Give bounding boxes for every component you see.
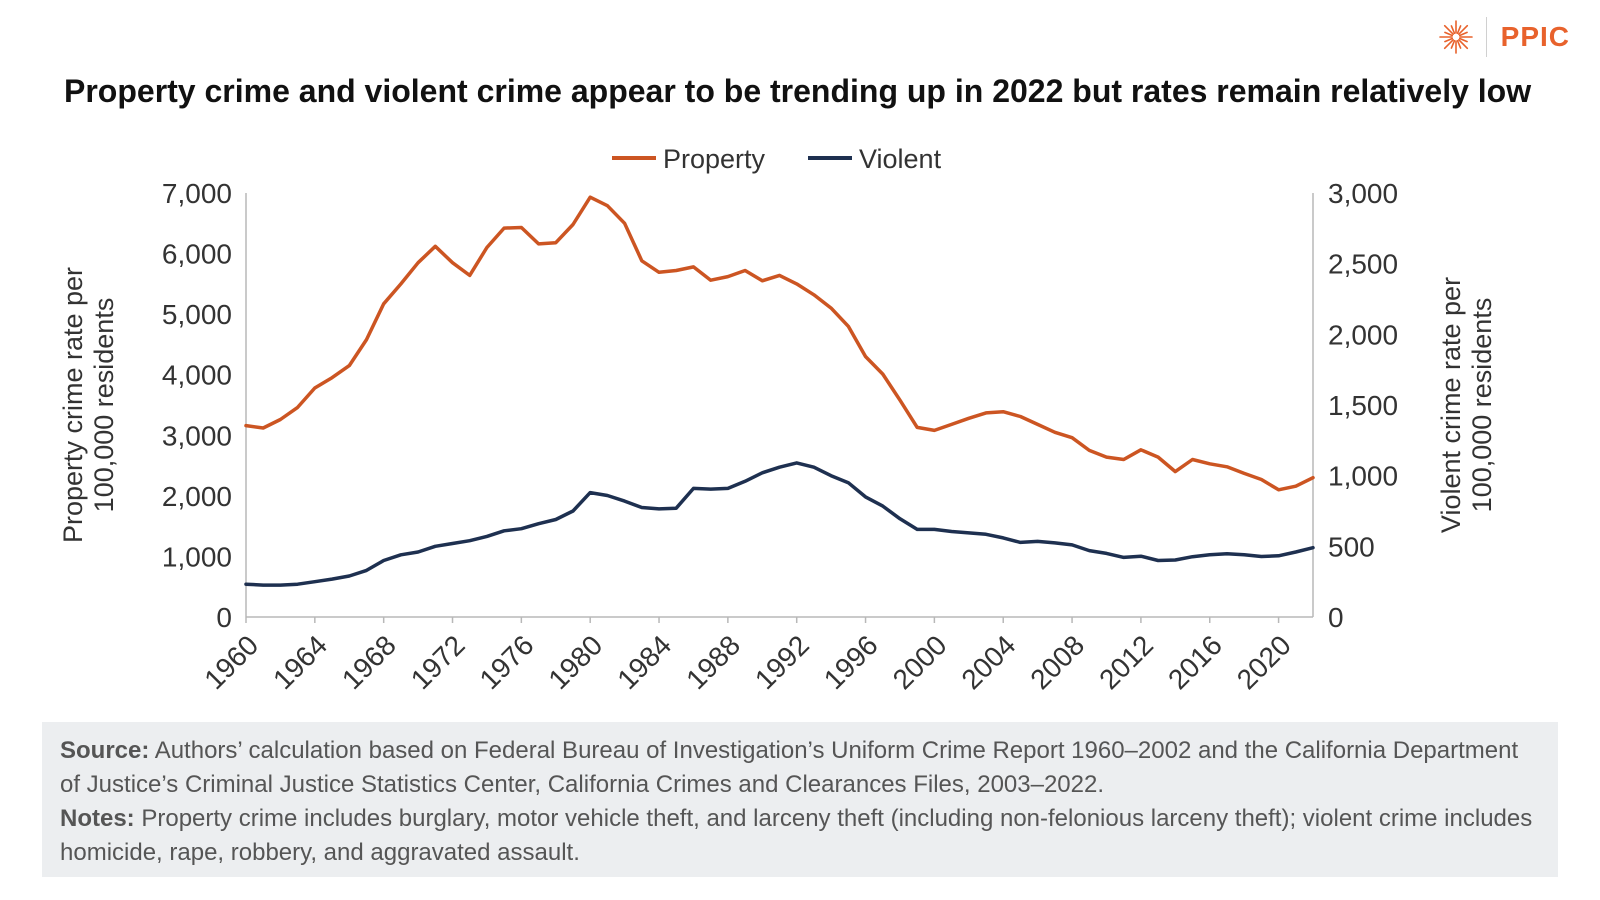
ppic-logo: PPIC xyxy=(1438,14,1570,60)
x-tick-label: 1996 xyxy=(818,629,884,695)
x-tick-label: 2012 xyxy=(1093,629,1159,695)
right-y-axis-title-line2: 100,000 residents xyxy=(1467,298,1497,513)
left-y-tick-label: 0 xyxy=(216,602,232,633)
x-tick-label: 2020 xyxy=(1231,629,1297,695)
chart-title: Property crime and violent crime appear … xyxy=(64,73,1532,109)
series-line-property xyxy=(244,195,1315,492)
x-tick-label: 1980 xyxy=(542,629,608,695)
x-tick-label: 2004 xyxy=(955,629,1021,695)
chart-canvas: Property Violent 0 1,000 2,000 3,000 4,000 5,… xyxy=(58,144,1497,695)
left-y-axis-title-line1: Property crime rate per xyxy=(58,267,88,543)
right-y-tick-label: 0 xyxy=(1328,602,1344,633)
legend: Property Violent xyxy=(612,144,942,174)
x-tick-label: 1960 xyxy=(198,629,264,695)
x-tick-label: 1984 xyxy=(611,629,677,695)
source-label: Source: xyxy=(60,737,150,764)
legend-label-property: Property xyxy=(663,144,766,174)
notes-label: Notes: xyxy=(60,805,135,832)
source-text: Authors’ calculation based on Federal Bu… xyxy=(60,737,1519,798)
x-tick-label: 1972 xyxy=(405,629,471,695)
right-y-axis-title-line1: Violent crime rate per xyxy=(1436,277,1466,533)
legend-label-violent: Violent xyxy=(859,144,942,174)
left-y-tick-label: 5,000 xyxy=(162,299,232,330)
x-tick-label: 1968 xyxy=(336,629,402,695)
left-y-tick-label: 6,000 xyxy=(162,239,232,270)
x-tick-label: 1976 xyxy=(474,629,540,695)
source-line: Source: Authors’ calculation based on Fe… xyxy=(60,734,1540,802)
logo-wordmark: PPIC xyxy=(1500,21,1570,52)
x-tick-label: 2016 xyxy=(1162,629,1228,695)
right-y-tick-label: 2,500 xyxy=(1328,249,1398,280)
right-y-tick-label: 1,500 xyxy=(1328,390,1398,421)
x-tick-label: 2008 xyxy=(1024,629,1090,695)
source-notes-box: Source: Authors’ calculation based on Fe… xyxy=(42,722,1558,877)
left-y-tick-label: 1,000 xyxy=(162,541,232,572)
x-tick-label: 1964 xyxy=(267,629,333,695)
starburst-icon xyxy=(1438,20,1473,54)
right-y-tick-label: 1,000 xyxy=(1328,461,1398,492)
left-y-tick-label: 4,000 xyxy=(162,360,232,391)
logo-divider xyxy=(1485,17,1487,57)
left-y-axis-title-line2: 100,000 residents xyxy=(89,298,119,513)
series-line-violent xyxy=(244,461,1315,587)
notes-line: Notes: Property crime includes burglary,… xyxy=(60,802,1540,870)
x-tick-label: 1988 xyxy=(680,629,746,695)
left-y-tick-label: 2,000 xyxy=(162,481,232,512)
right-y-tick-label: 2,000 xyxy=(1328,319,1398,350)
x-tick-label: 2000 xyxy=(887,629,953,695)
right-y-tick-label: 500 xyxy=(1328,531,1375,562)
x-tick-label: 1992 xyxy=(749,629,815,695)
notes-text: Property crime includes burglary, motor … xyxy=(60,805,1533,866)
left-y-tick-label: 7,000 xyxy=(162,178,232,209)
right-y-tick-label: 3,000 xyxy=(1328,178,1398,209)
left-y-tick-label: 3,000 xyxy=(162,420,232,451)
